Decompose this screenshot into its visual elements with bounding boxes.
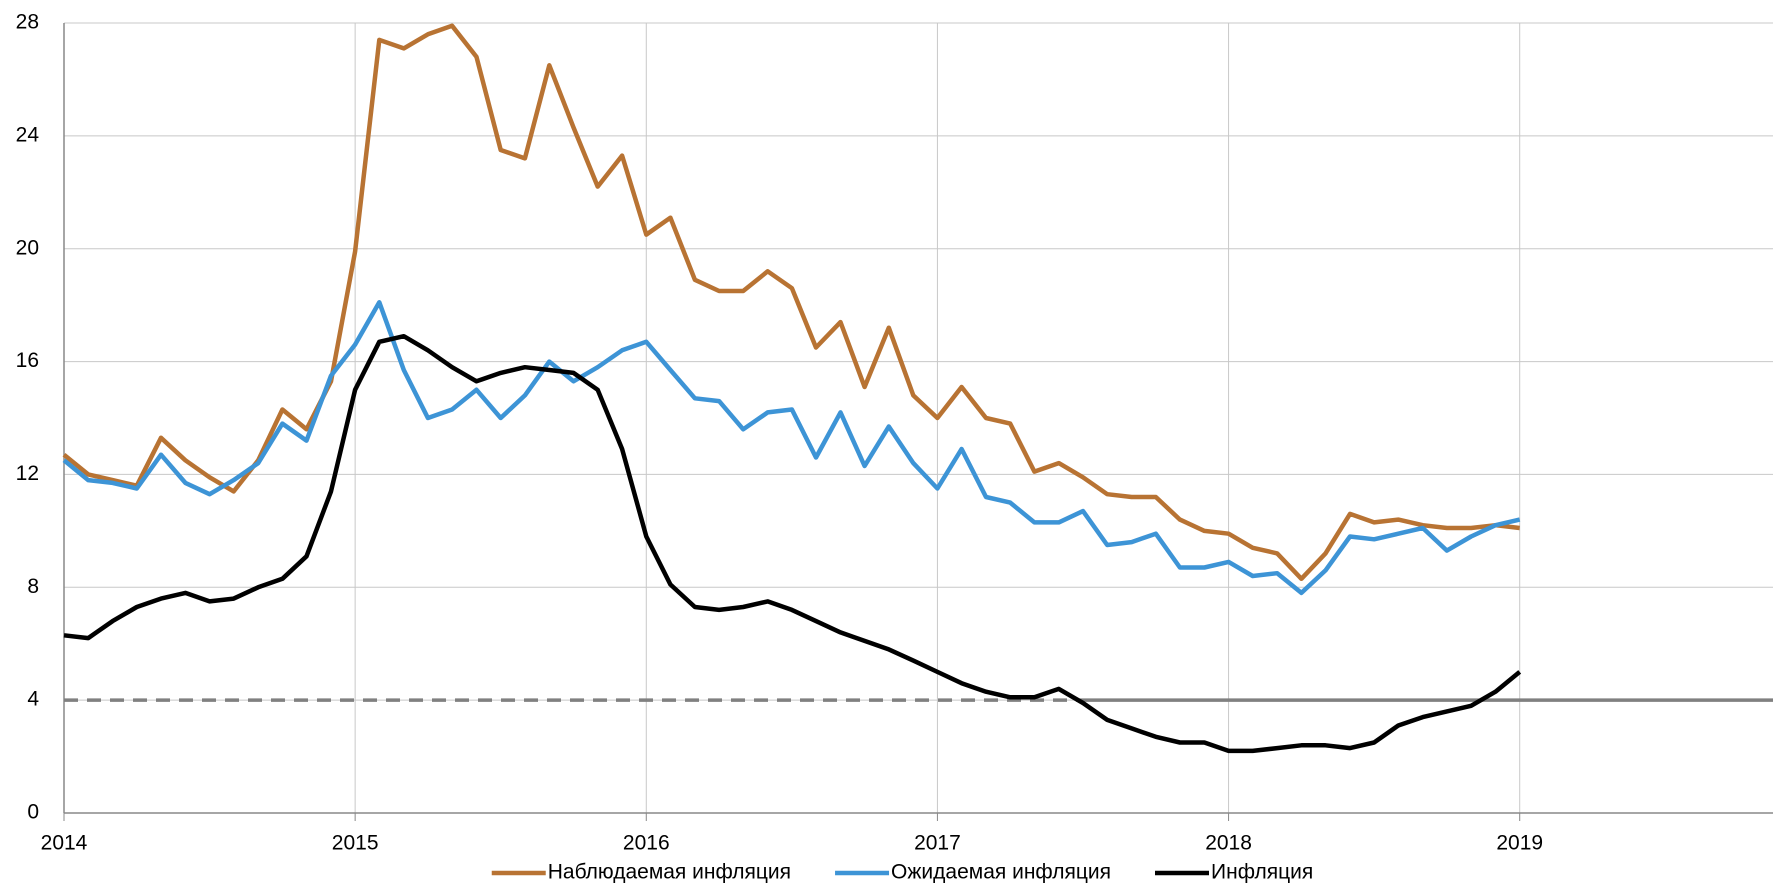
x-tick-label: 2019 [1496,832,1543,855]
y-tick-label: 4 [27,688,39,711]
series-line [62,23,1520,582]
y-tick-label: 16 [16,349,39,372]
series-line [63,333,1522,754]
x-tick-label: 2017 [914,832,961,855]
legend-label: Ожидаемая инфляция [891,861,1111,884]
legend-label: Наблюдаемая инфляция [548,861,791,884]
legend-label: Инфляция [1211,861,1313,884]
y-tick-label: 0 [27,801,39,824]
x-tick-label: 2018 [1205,832,1252,855]
x-tick-label: 2016 [623,832,670,855]
y-tick-label: 24 [16,123,40,146]
y-tick-label: 12 [16,462,39,485]
y-tick-label: 8 [27,575,39,598]
y-tick-label: 28 [16,11,39,34]
series-line [62,300,1521,596]
x-tick-label: 2014 [41,832,88,855]
x-tick-label: 2015 [332,832,379,855]
y-tick-label: 20 [16,236,39,259]
